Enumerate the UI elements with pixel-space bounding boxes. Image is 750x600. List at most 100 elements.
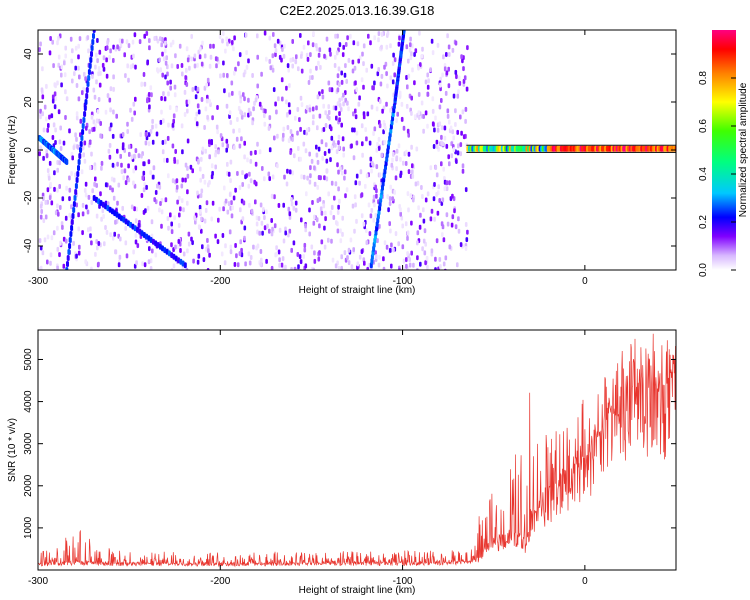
heatmap-cell bbox=[389, 75, 393, 81]
heatmap-cell bbox=[201, 244, 204, 250]
heatmap-feature-cell bbox=[68, 243, 72, 249]
heatmap-cell bbox=[60, 82, 63, 88]
heatmap-feature-cell bbox=[72, 207, 76, 213]
heatmap-cell bbox=[417, 115, 421, 120]
heatmap-cell bbox=[336, 210, 340, 215]
heatmap-cell bbox=[70, 171, 73, 176]
heatmap-cell bbox=[268, 228, 271, 234]
heatmap-cell bbox=[77, 65, 80, 71]
heatmap-cell bbox=[459, 142, 463, 148]
heatmap-feature-cell bbox=[90, 45, 94, 51]
heatmap-cell bbox=[327, 115, 331, 121]
heatmap-cell bbox=[465, 86, 469, 92]
heatmap-cell bbox=[315, 105, 318, 111]
heatmap-cell bbox=[322, 103, 325, 109]
heatmap-cell bbox=[196, 259, 200, 265]
heatmap-cell bbox=[39, 146, 43, 152]
heatmap-cell bbox=[424, 79, 428, 85]
colorbar-tick-label: 0.0 bbox=[698, 263, 709, 277]
heatmap-cell bbox=[56, 246, 60, 252]
heatmap-feature-cell bbox=[136, 226, 139, 233]
heatmap-cell bbox=[338, 82, 341, 87]
spectrogram-ytick-label: -20 bbox=[23, 190, 34, 205]
heatmap-feature-cell bbox=[78, 153, 82, 159]
heatmap-cell bbox=[291, 63, 294, 69]
snr-ytick-label: 2000 bbox=[23, 474, 34, 497]
heatmap-cell bbox=[99, 191, 102, 197]
heatmap-cell bbox=[255, 215, 259, 221]
heatmap-feature-cell bbox=[81, 123, 85, 129]
heatmap-cell bbox=[385, 44, 389, 50]
heatmap-cell bbox=[212, 43, 215, 49]
heatmap-cell bbox=[226, 209, 230, 215]
heatmap-cell bbox=[121, 132, 125, 137]
heatmap-cell bbox=[341, 52, 345, 58]
heatmap-cell bbox=[241, 216, 245, 222]
heatmap-cell bbox=[77, 226, 80, 232]
heatmap-feature-cell bbox=[83, 105, 87, 111]
heatmap-cell bbox=[143, 182, 146, 187]
heatmap-cell bbox=[316, 159, 320, 165]
heatmap-cell bbox=[454, 69, 458, 75]
heatmap-cell bbox=[56, 80, 59, 86]
heatmap-cell bbox=[95, 239, 98, 245]
heatmap-cell bbox=[416, 255, 419, 261]
heatmap-cell bbox=[41, 250, 45, 256]
heatmap-cell bbox=[438, 121, 442, 127]
heatmap-cell bbox=[97, 71, 100, 77]
heatmap-cell bbox=[330, 87, 334, 93]
heatmap-cell bbox=[285, 181, 289, 187]
heatmap-cell bbox=[58, 252, 61, 258]
heatmap-cell bbox=[112, 86, 115, 92]
snr-frame bbox=[37, 329, 677, 571]
heatmap-cell bbox=[181, 71, 184, 77]
heatmap-cell bbox=[329, 51, 332, 57]
spectrogram-ytick-label: -40 bbox=[23, 238, 34, 253]
heatmap-cell bbox=[318, 196, 322, 202]
heatmap-cell bbox=[382, 129, 385, 135]
heatmap-cell bbox=[214, 152, 217, 158]
heatmap-cell bbox=[461, 163, 465, 169]
heatmap-cell bbox=[265, 258, 268, 264]
heatmap-cell bbox=[266, 223, 269, 229]
heatmap-cell bbox=[221, 38, 224, 44]
heatmap-cell bbox=[268, 147, 272, 153]
heatmap-cell bbox=[329, 157, 332, 163]
heatmap-cell bbox=[185, 268, 189, 270]
heatmap-cell bbox=[413, 114, 417, 120]
heatmap-cell bbox=[354, 114, 358, 120]
heatmap-cell bbox=[161, 37, 164, 42]
heatmap-cell bbox=[41, 111, 44, 117]
heatmap-cell bbox=[49, 36, 52, 41]
heatmap-cell bbox=[200, 97, 204, 102]
heatmap-feature-cell bbox=[156, 242, 160, 248]
heatmap-cell bbox=[402, 258, 406, 264]
heatmap-cell bbox=[128, 151, 131, 157]
heatmap-cell bbox=[175, 178, 179, 184]
heatmap-cell bbox=[375, 193, 378, 199]
heatmap-cell bbox=[258, 149, 262, 155]
heatmap-cell bbox=[64, 238, 68, 244]
heatmap-cell bbox=[401, 244, 405, 250]
heatmap-cell bbox=[156, 68, 160, 74]
heatmap-cell bbox=[86, 209, 90, 215]
heatmap-feature-cell bbox=[67, 249, 71, 255]
heatmap-cell bbox=[39, 108, 42, 114]
heatmap-cell bbox=[370, 63, 374, 69]
heatmap-cell bbox=[87, 227, 90, 233]
heatmap-cell bbox=[405, 44, 409, 50]
heatmap-cell bbox=[356, 41, 360, 47]
heatmap-cell bbox=[229, 244, 233, 250]
heatmap-cell bbox=[411, 43, 414, 49]
heatmap-cell bbox=[185, 67, 188, 73]
heatmap-cell bbox=[293, 266, 297, 270]
heatmap-cell bbox=[186, 189, 189, 195]
heatmap-cell bbox=[223, 88, 226, 94]
heatmap-cell bbox=[442, 261, 446, 267]
heatmap-cell bbox=[57, 62, 60, 68]
heatmap-cell bbox=[363, 260, 366, 266]
heatmap-cell bbox=[336, 101, 340, 107]
heatmap-cell bbox=[360, 77, 364, 83]
heatmap-cell bbox=[97, 241, 101, 246]
heatmap-cell bbox=[142, 72, 146, 77]
